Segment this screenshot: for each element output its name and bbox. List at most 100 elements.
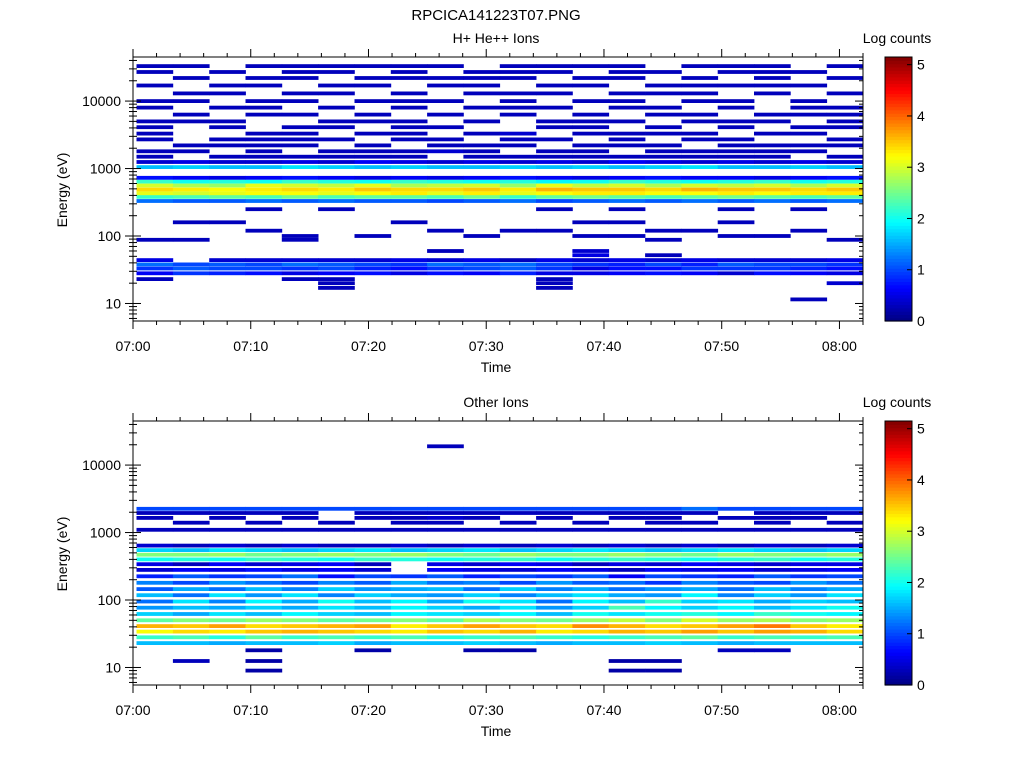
data-cell [245,262,283,267]
data-cell [754,70,791,74]
data-cell [681,511,719,515]
data-cell [281,143,319,148]
data-cell [281,511,319,515]
colorbar-band [885,301,912,306]
colorbar-band [885,297,912,302]
data-cell [681,543,719,548]
data-cell [209,258,246,262]
data-cell [717,234,755,238]
colorbar-band [885,665,912,670]
data-cell [754,618,791,623]
data-cell [754,635,791,640]
data-cell [281,237,319,242]
colorbar-band [885,241,912,246]
data-cell [536,562,573,567]
colorbar-band [885,90,912,94]
data-cell [209,605,246,610]
data-cell [717,587,755,591]
data-cell [572,548,610,552]
data-cell [826,137,864,142]
data-cell [172,119,210,124]
data-cell [754,179,791,184]
data-cell [536,137,573,142]
data-cell [826,258,864,262]
colorbar-band [885,533,912,538]
data-cell [390,183,428,188]
data-cell [608,191,646,196]
data-cell [281,175,319,180]
data-cell [499,599,537,604]
data-cell [318,262,355,267]
data-cell [608,605,646,610]
y-tick-label: 1000 [90,161,121,177]
data-cell [390,191,428,196]
colorbar-band [885,625,912,630]
data-cell [390,506,428,511]
data-cell [281,527,319,532]
data-cell [281,641,319,645]
data-cell [427,506,464,511]
y-tick-label: 10 [105,659,121,675]
data-cell [681,612,719,616]
data-cell [318,207,355,212]
data-cell [390,70,428,74]
data-cell [536,105,573,110]
colorbar-tick-label: 3 [917,523,925,539]
data-cell [354,557,392,562]
data-cell [245,562,283,567]
data-cell [318,191,355,196]
x-tick-label: 08:00 [822,338,857,354]
data-cell [281,191,319,196]
data-cell [318,548,355,552]
data-cell [499,641,537,645]
data-cell [427,165,464,169]
data-cell [463,593,501,598]
data-cell [245,64,283,68]
data-cell [354,593,392,598]
data-cell [499,165,537,169]
data-cell [245,149,283,154]
data-cell [608,64,646,68]
data-cell [427,262,464,267]
data-cell [245,593,283,598]
data-cell [608,165,646,169]
data-cell [608,187,646,192]
data-cell [826,580,864,585]
data-cell [608,137,646,142]
data-cell [572,149,610,154]
data-cell [645,149,682,154]
data-cell [354,187,392,192]
data-cell [318,119,355,124]
data-cell [354,580,392,585]
data-cell [172,599,210,604]
data-cell [463,605,501,610]
data-cell [826,612,864,616]
data-cell [318,568,355,572]
data-cell [572,195,610,199]
data-cell [281,277,319,281]
data-cell [608,574,646,579]
data-cell [790,266,828,271]
colorbar-band [885,146,912,150]
data-cell [681,199,719,203]
data-cell [245,207,283,212]
data-cell [390,599,428,604]
data-cell [245,228,283,233]
data-cell [499,187,537,192]
data-cell [209,175,246,180]
data-cell [318,91,355,96]
data-cell [245,511,283,515]
data-cell [172,659,210,663]
data-cell [281,580,319,585]
data-cell [354,506,392,511]
data-cell [826,112,864,117]
data-cell [463,587,501,591]
data-cell [209,599,246,604]
data-cell [427,605,464,610]
data-cell [354,179,392,184]
data-cell [463,143,501,148]
data-cell [209,557,246,562]
data-cell [318,641,355,645]
data-cell [645,70,682,74]
data-cell [354,183,392,188]
